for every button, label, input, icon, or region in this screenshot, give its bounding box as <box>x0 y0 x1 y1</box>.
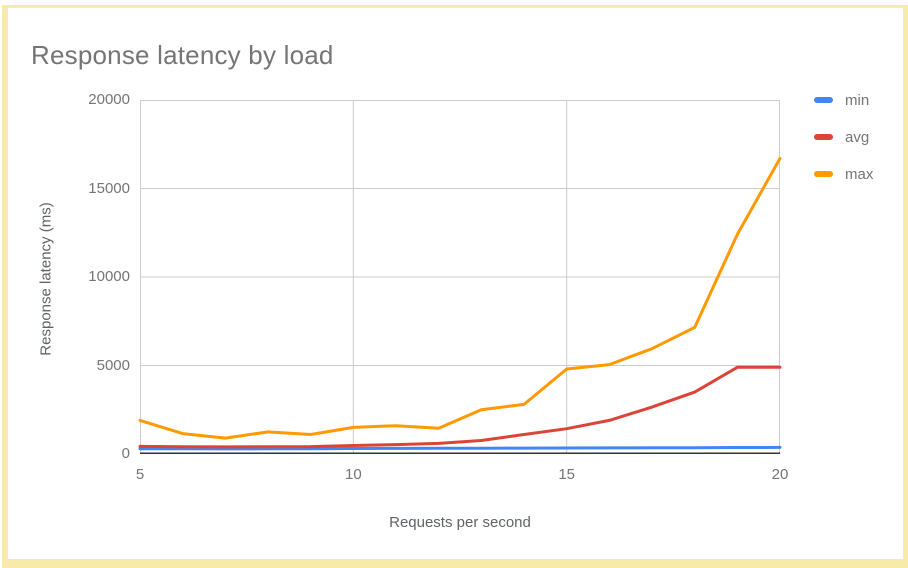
legend-item-avg: avg <box>814 127 873 147</box>
legend-item-max: max <box>814 164 873 184</box>
legend-swatch-avg-icon <box>814 134 833 140</box>
chart-canvas <box>138 100 782 454</box>
series-line-avg <box>138 365 782 449</box>
plot-area <box>138 100 782 454</box>
legend: min avg max <box>814 90 873 201</box>
y-tick-label: 5000 <box>96 356 130 374</box>
x-tick-label: 20 <box>771 466 789 483</box>
series-line-min <box>138 445 782 451</box>
y-tick-label: 0 <box>121 445 130 462</box>
y-tick-label: 20000 <box>88 91 130 108</box>
y-tick-label: 15000 <box>88 179 130 197</box>
chart-title: Response latency by load <box>31 40 334 70</box>
x-tick-label: 15 <box>558 466 575 483</box>
x-tick-label: 5 <box>135 466 145 483</box>
y-axis-title: Response latency (ms) <box>37 202 55 356</box>
x-tick-label: 10 <box>344 466 362 483</box>
legend-item-min: min <box>814 90 873 110</box>
y-tick-label: 10000 <box>88 268 130 285</box>
series-line-max <box>138 156 782 440</box>
legend-swatch-min-icon <box>814 97 833 103</box>
x-axis-title: Requests per second <box>389 514 531 531</box>
legend-swatch-max-icon <box>814 171 833 177</box>
legend-label: avg <box>845 128 870 146</box>
legend-label: min <box>845 91 870 109</box>
legend-label: max <box>845 165 874 183</box>
